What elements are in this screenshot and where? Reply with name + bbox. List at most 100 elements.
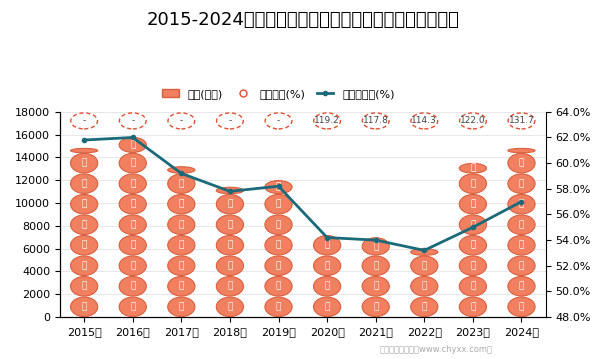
- Text: 债: 债: [179, 302, 184, 311]
- Ellipse shape: [119, 236, 146, 255]
- Text: -: -: [228, 116, 231, 125]
- Text: 债: 债: [130, 282, 135, 291]
- Text: 债: 债: [422, 282, 427, 291]
- Ellipse shape: [411, 276, 438, 296]
- Text: 117.8: 117.8: [363, 116, 388, 125]
- Text: 债: 债: [227, 200, 233, 209]
- Ellipse shape: [411, 256, 438, 275]
- Ellipse shape: [265, 276, 292, 296]
- Ellipse shape: [508, 195, 535, 214]
- Ellipse shape: [459, 297, 487, 317]
- Ellipse shape: [70, 153, 98, 173]
- Text: 债: 债: [227, 302, 233, 311]
- Text: 债: 债: [81, 302, 87, 311]
- Text: 债: 债: [179, 200, 184, 209]
- Ellipse shape: [168, 113, 195, 129]
- Text: 债: 债: [81, 159, 87, 168]
- Text: 债: 债: [519, 200, 524, 209]
- Text: 119.2: 119.2: [315, 116, 340, 125]
- Text: 债: 债: [519, 220, 524, 229]
- Text: 债: 债: [179, 241, 184, 250]
- Ellipse shape: [265, 181, 292, 194]
- Text: 债: 债: [179, 282, 184, 291]
- Ellipse shape: [119, 215, 146, 234]
- Text: 债: 债: [81, 179, 87, 188]
- Text: 制图：智研咨询（www.chyxx.com）: 制图：智研咨询（www.chyxx.com）: [380, 345, 493, 354]
- Ellipse shape: [265, 256, 292, 275]
- Text: 债: 债: [276, 302, 281, 311]
- Ellipse shape: [313, 276, 341, 296]
- Ellipse shape: [168, 236, 195, 255]
- Ellipse shape: [362, 276, 389, 296]
- Ellipse shape: [459, 215, 487, 234]
- Text: 债: 债: [130, 302, 135, 311]
- Ellipse shape: [314, 113, 341, 129]
- Ellipse shape: [168, 167, 195, 173]
- Text: 债: 债: [130, 200, 135, 209]
- Text: 债: 债: [81, 282, 87, 291]
- Text: 114.3: 114.3: [411, 116, 437, 125]
- Ellipse shape: [119, 256, 146, 275]
- Text: 债: 债: [519, 282, 524, 291]
- Ellipse shape: [265, 236, 292, 255]
- Ellipse shape: [216, 215, 244, 234]
- Text: 债: 债: [470, 241, 476, 250]
- Ellipse shape: [70, 148, 98, 153]
- Text: 债: 债: [81, 241, 87, 250]
- Ellipse shape: [265, 297, 292, 317]
- Text: 债: 债: [81, 261, 87, 270]
- Text: -: -: [82, 116, 86, 125]
- Text: 债: 债: [422, 261, 427, 270]
- Ellipse shape: [168, 297, 195, 317]
- Text: 债: 债: [470, 282, 476, 291]
- Text: 债: 债: [130, 179, 135, 188]
- Text: 债: 债: [276, 183, 281, 192]
- Ellipse shape: [119, 137, 146, 153]
- Ellipse shape: [508, 174, 535, 194]
- Ellipse shape: [119, 297, 146, 317]
- Text: 债: 债: [130, 241, 135, 250]
- Text: 债: 债: [276, 200, 281, 209]
- Text: 债: 债: [470, 164, 476, 173]
- Ellipse shape: [70, 297, 98, 317]
- Ellipse shape: [362, 113, 389, 129]
- Ellipse shape: [216, 236, 244, 255]
- Text: 债: 债: [130, 261, 135, 270]
- Ellipse shape: [459, 195, 487, 214]
- Text: 债: 债: [227, 261, 233, 270]
- Ellipse shape: [119, 153, 146, 173]
- Ellipse shape: [265, 195, 292, 214]
- Text: 债: 债: [422, 302, 427, 311]
- Text: 债: 债: [179, 220, 184, 229]
- Ellipse shape: [70, 276, 98, 296]
- Text: 债: 债: [179, 261, 184, 270]
- Ellipse shape: [508, 113, 535, 129]
- Ellipse shape: [70, 256, 98, 275]
- Ellipse shape: [508, 148, 535, 153]
- Text: 债: 债: [519, 302, 524, 311]
- Ellipse shape: [508, 276, 535, 296]
- Ellipse shape: [459, 113, 486, 129]
- Text: 债: 债: [373, 302, 378, 311]
- Text: 2015-2024年有色金属冶炼和压延加工业企业负债统计图: 2015-2024年有色金属冶炼和压延加工业企业负债统计图: [147, 11, 459, 29]
- Text: 债: 债: [130, 140, 135, 149]
- Ellipse shape: [168, 215, 195, 234]
- Text: 债: 债: [373, 242, 378, 251]
- Text: 债: 债: [276, 261, 281, 270]
- Text: 债: 债: [179, 179, 184, 188]
- Text: 债: 债: [130, 220, 135, 229]
- Ellipse shape: [216, 187, 244, 194]
- Text: 债: 债: [227, 220, 233, 229]
- Ellipse shape: [119, 195, 146, 214]
- Ellipse shape: [265, 113, 292, 129]
- Ellipse shape: [119, 113, 146, 129]
- Ellipse shape: [70, 215, 98, 234]
- Text: -: -: [277, 116, 280, 125]
- Ellipse shape: [70, 195, 98, 214]
- Text: 131.7: 131.7: [508, 116, 534, 125]
- Ellipse shape: [508, 215, 535, 234]
- Ellipse shape: [508, 153, 535, 173]
- Text: -: -: [180, 116, 183, 125]
- Text: 债: 债: [324, 282, 330, 291]
- Ellipse shape: [168, 195, 195, 214]
